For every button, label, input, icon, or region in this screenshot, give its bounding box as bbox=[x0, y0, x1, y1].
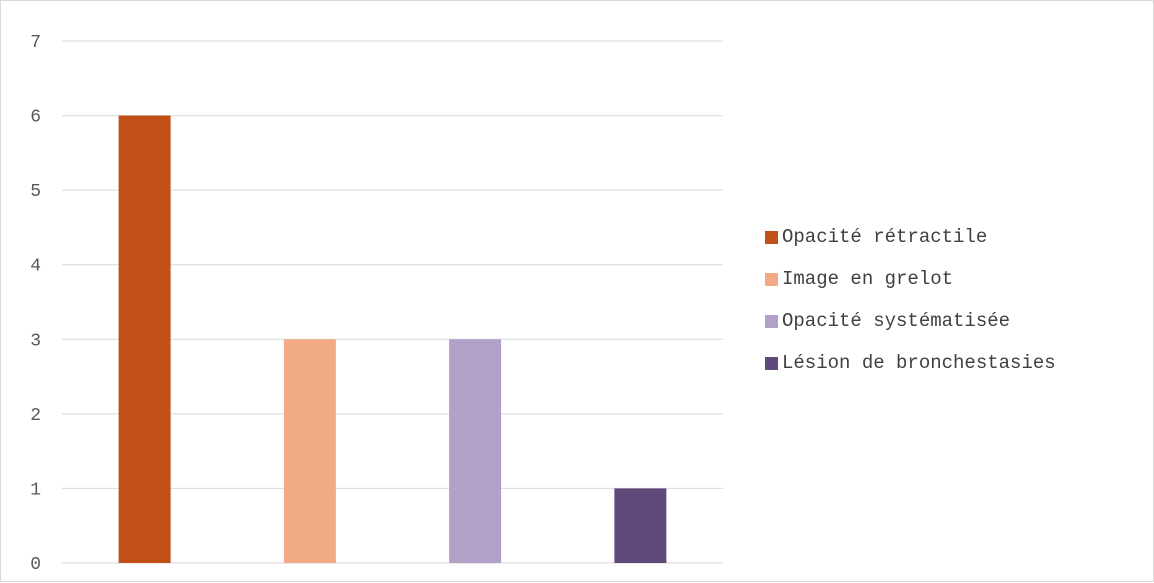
legend-label: Opacité rétractile bbox=[782, 226, 988, 248]
y-tick-label: 1 bbox=[30, 480, 41, 500]
legend-item: Opacité rétractile bbox=[765, 223, 1056, 251]
legend-label: Lésion de bronchestasies bbox=[782, 352, 1056, 374]
y-tick-label: 5 bbox=[30, 182, 41, 202]
legend-swatch bbox=[765, 272, 778, 286]
legend-swatch bbox=[765, 356, 778, 370]
bar-2 bbox=[283, 339, 336, 563]
y-tick-label: 6 bbox=[30, 108, 41, 128]
bar-3 bbox=[449, 339, 502, 563]
legend-item: Lésion de bronchestasies bbox=[765, 349, 1056, 377]
y-tick-label: 2 bbox=[30, 406, 41, 426]
bar-1 bbox=[118, 115, 171, 564]
y-tick-label: 0 bbox=[30, 555, 41, 575]
legend-label: Opacité systématisée bbox=[782, 310, 1011, 332]
legend-swatch bbox=[765, 314, 778, 328]
legend-item: Opacité systématisée bbox=[765, 307, 1056, 335]
legend-label: Image en grelot bbox=[782, 268, 954, 290]
y-tick-label: 7 bbox=[30, 33, 41, 53]
y-tick-label: 4 bbox=[30, 257, 41, 277]
legend-swatch bbox=[765, 230, 778, 244]
legend: Opacité rétractile Image en grelot Opacité… bbox=[765, 223, 1056, 391]
y-tick-label: 3 bbox=[30, 331, 41, 351]
legend-item: Image en grelot bbox=[765, 265, 1056, 293]
bar-4 bbox=[614, 488, 667, 563]
